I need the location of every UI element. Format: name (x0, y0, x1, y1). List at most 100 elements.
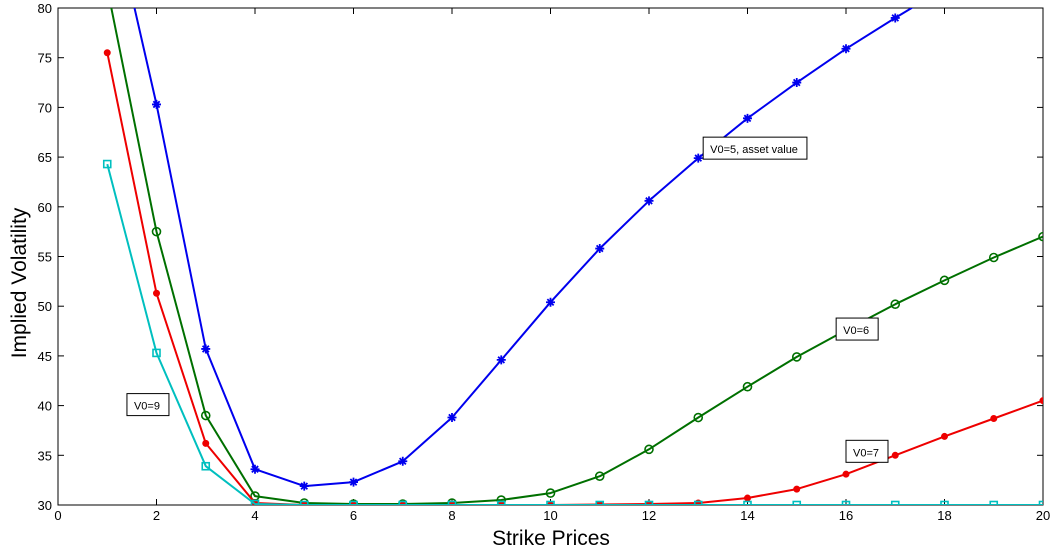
x-tick-label: 18 (937, 508, 951, 523)
data-point (791, 352, 802, 362)
data-point (250, 499, 260, 505)
data-point (202, 439, 210, 447)
y-tick-label: 60 (38, 200, 52, 215)
data-point (496, 500, 506, 505)
data-point (1038, 231, 1043, 242)
y-tick-label: 45 (38, 349, 52, 364)
series-line (133, 8, 914, 488)
data-point (890, 13, 900, 23)
x-tick-label: 20 (1036, 508, 1050, 523)
data-point (152, 348, 161, 358)
x-tick-label: 10 (543, 508, 557, 523)
data-point (693, 500, 703, 505)
data-point (545, 488, 556, 498)
y-tick-label: 70 (38, 100, 52, 115)
annotation-2: V0=6 (835, 317, 879, 341)
data-point (693, 412, 704, 423)
data-point (151, 226, 162, 237)
data-point (988, 252, 999, 263)
annotation-3: V0=7 (845, 439, 889, 463)
data-point (594, 471, 605, 481)
data-point (990, 415, 998, 423)
data-point (546, 297, 555, 307)
data-point (989, 500, 999, 505)
data-point (153, 289, 160, 297)
data-point (891, 451, 899, 459)
data-point (546, 500, 555, 505)
y-tick-label: 50 (38, 299, 52, 314)
data-point (595, 244, 605, 254)
data-point (841, 44, 851, 54)
x-tick-label: 8 (448, 508, 455, 523)
data-point (744, 494, 751, 502)
y-tick-label: 30 (38, 498, 52, 513)
data-point (447, 500, 457, 505)
x-tick-label: 14 (740, 508, 754, 523)
data-point (793, 485, 801, 493)
annotation-1: V0=5, asset value (702, 136, 808, 160)
data-point (299, 500, 309, 505)
data-point (447, 413, 457, 423)
annotation-text: V0=5, asset value (710, 144, 798, 156)
annotation-text: V0=9 (134, 401, 160, 413)
annotation-4: V0=9 (126, 393, 170, 417)
series-1 (133, 8, 914, 491)
annotation-box (702, 136, 808, 160)
data-point (792, 78, 802, 88)
data-point (496, 355, 506, 365)
series-line (106, 163, 1043, 505)
data-point (890, 500, 900, 505)
data-point (792, 500, 802, 505)
data-point (841, 500, 851, 505)
x-tick-label: 2 (153, 508, 160, 523)
data-point (102, 159, 112, 169)
data-point (743, 113, 752, 123)
data-point (299, 481, 309, 491)
y-axis: 30 35 40 45 50 55 60 65 70 75 80 (38, 1, 1043, 513)
data-point (743, 500, 752, 505)
data-point (349, 500, 358, 505)
x-tick-label: 0 (54, 508, 61, 523)
x-tick-label: 6 (350, 508, 357, 523)
y-tick-label: 35 (38, 448, 52, 463)
annotation-box (835, 317, 879, 341)
data-point (644, 444, 654, 455)
y-tick-label: 40 (38, 399, 52, 414)
data-point (644, 500, 654, 505)
data-point (152, 99, 161, 109)
annotation-box (845, 439, 889, 463)
data-point (398, 500, 408, 505)
data-point (693, 153, 703, 163)
series-4 (102, 159, 1043, 505)
data-point (103, 49, 111, 57)
data-point (890, 299, 901, 310)
annotation-text: V0=7 (853, 447, 879, 459)
y-axis-title: Implied Volatility (8, 207, 31, 358)
x-tick-label: 4 (251, 508, 258, 523)
y-tick-label: 80 (38, 1, 52, 16)
data-point (842, 470, 850, 478)
y-tick-label: 75 (38, 51, 52, 66)
y-tick-label: 55 (38, 250, 52, 265)
data-point (1039, 397, 1043, 405)
x-axis: 0 2 4 6 8 10 12 14 16 18 20 (54, 8, 1050, 523)
data-point (200, 410, 211, 421)
data-point (595, 500, 605, 505)
data-point (349, 477, 358, 487)
data-point (398, 456, 408, 466)
data-point (201, 461, 211, 471)
y-tick-label: 65 (38, 150, 52, 165)
annotation-text: V0=6 (843, 325, 869, 337)
data-point (644, 196, 654, 206)
x-tick-label: 16 (839, 508, 853, 523)
series-line (110, 8, 1043, 505)
data-point (941, 432, 948, 440)
x-axis-title: Strike Prices (492, 527, 610, 550)
data-point (940, 500, 949, 505)
data-point (742, 381, 753, 392)
x-tick-label: 12 (642, 508, 656, 523)
annotation-box (126, 393, 170, 417)
annotation-layer: V0=5, asset value V0=6 V0=7 V0=9 (126, 136, 889, 463)
